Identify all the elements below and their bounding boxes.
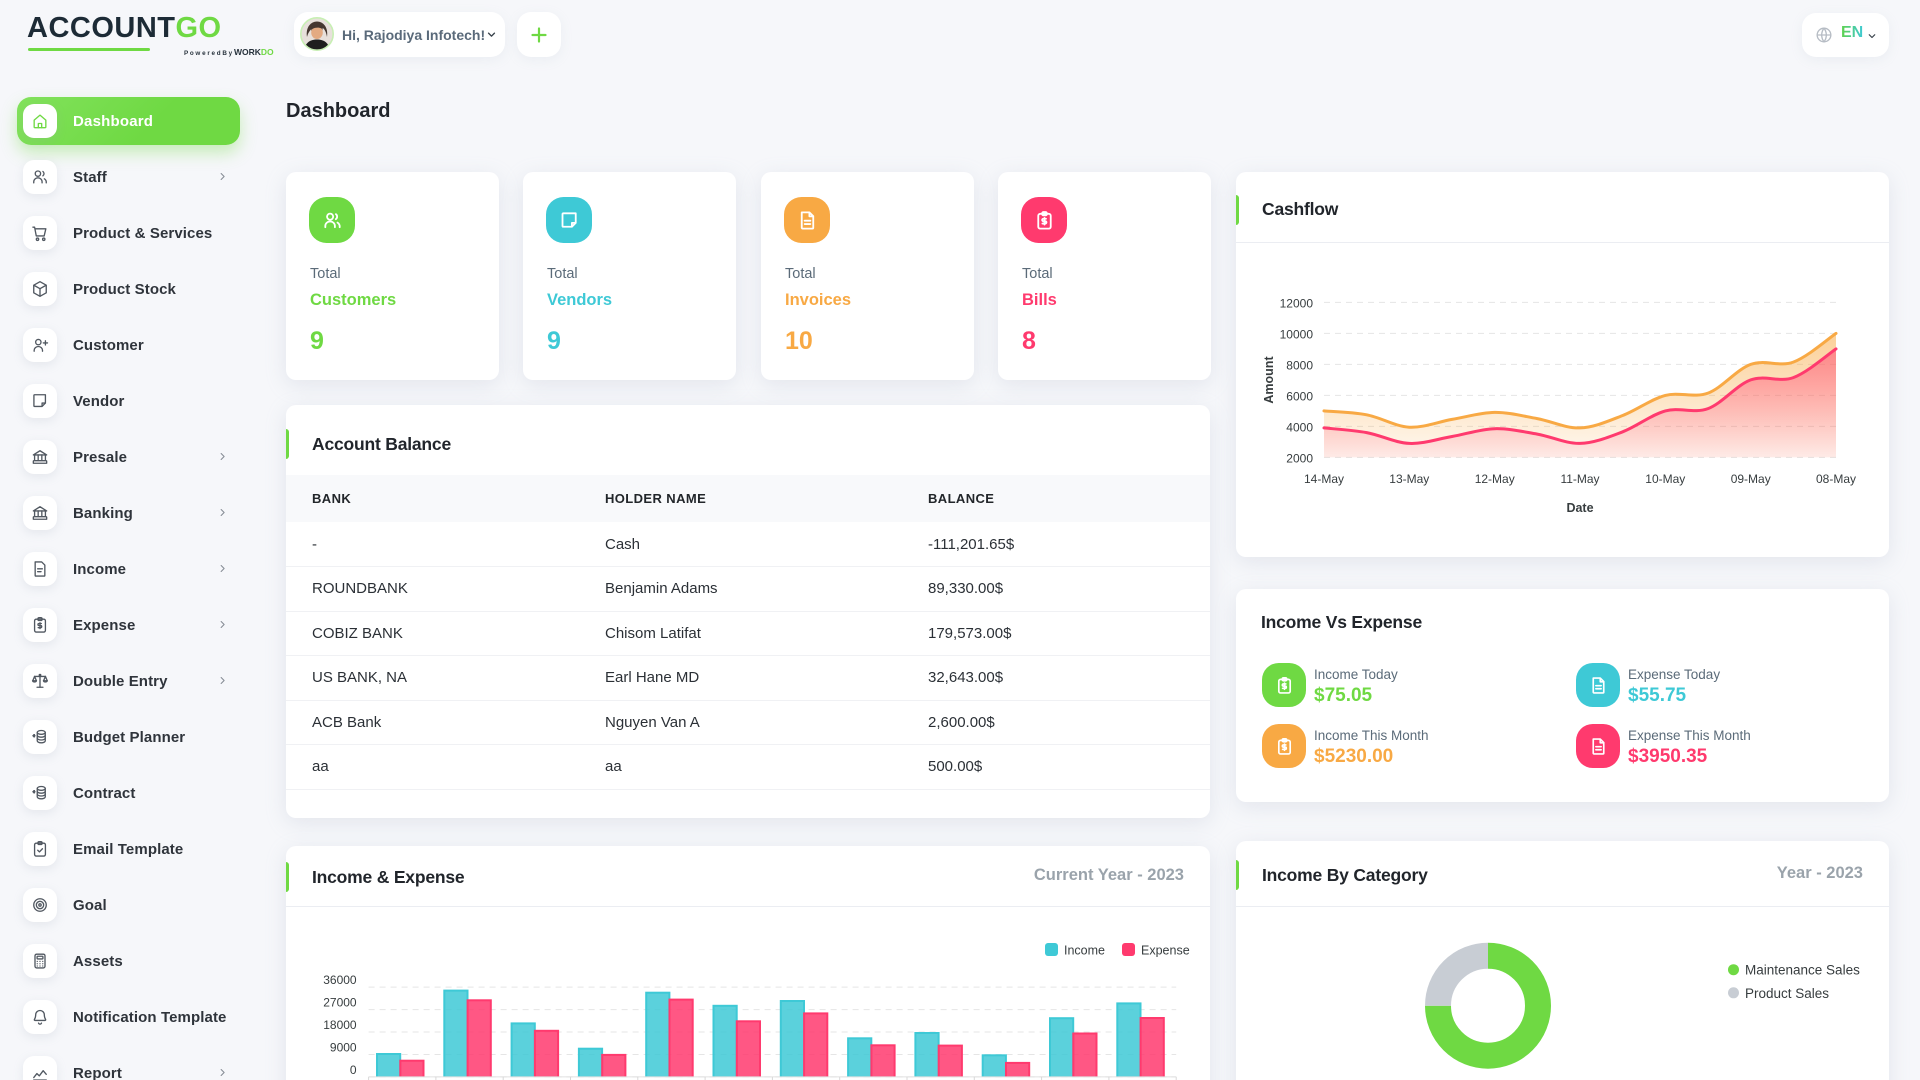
svg-text:14-May: 14-May — [1304, 472, 1344, 486]
svg-text:9000: 9000 — [330, 1041, 357, 1055]
svg-text:27000: 27000 — [323, 996, 357, 1010]
svg-text:Product Sales: Product Sales — [1745, 986, 1829, 1001]
svg-text:10-May: 10-May — [1645, 472, 1685, 486]
svg-text:36000: 36000 — [323, 973, 357, 987]
svg-text:13-May: 13-May — [1389, 472, 1429, 486]
svg-text:Amount: Amount — [1262, 356, 1276, 404]
svg-text:Income: Income — [1064, 944, 1105, 958]
svg-text:12000: 12000 — [1280, 296, 1314, 310]
svg-text:11-May: 11-May — [1560, 472, 1599, 486]
svg-text:8000: 8000 — [1286, 358, 1313, 372]
svg-text:6000: 6000 — [1286, 389, 1313, 403]
svg-text:Date: Date — [1566, 501, 1593, 515]
svg-text:12-May: 12-May — [1475, 472, 1515, 486]
svg-text:Expense: Expense — [1141, 944, 1190, 958]
svg-text:10000: 10000 — [1280, 327, 1314, 341]
svg-text:Maintenance Sales: Maintenance Sales — [1745, 963, 1860, 978]
svg-text:18000: 18000 — [323, 1018, 357, 1032]
svg-text:2000: 2000 — [1286, 451, 1313, 465]
svg-text:4000: 4000 — [1286, 420, 1313, 434]
svg-text:08-May: 08-May — [1816, 472, 1856, 486]
svg-text:0: 0 — [350, 1063, 357, 1077]
svg-text:09-May: 09-May — [1731, 472, 1771, 486]
